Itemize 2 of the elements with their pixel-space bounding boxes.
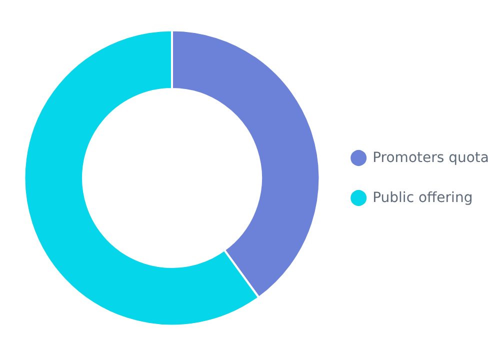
legend-label: Promoters quota [372, 150, 490, 166]
legend-label: Public offering [372, 190, 473, 206]
